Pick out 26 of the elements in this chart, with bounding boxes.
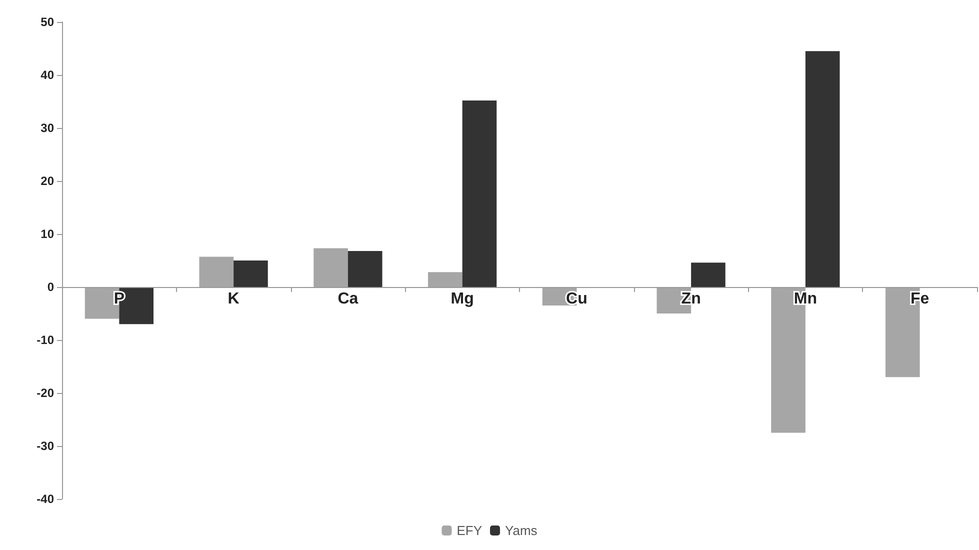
bar — [691, 262, 726, 287]
y-tick-label: -40 — [36, 492, 54, 506]
legend-label: Yams — [505, 523, 538, 538]
bar — [348, 250, 382, 287]
x-tick-label: Ca — [338, 290, 358, 308]
legend-label: EFY — [456, 523, 482, 538]
y-tick-label: 20 — [40, 174, 54, 188]
bar — [428, 272, 462, 287]
y-tick-label: 40 — [40, 68, 54, 82]
bar — [234, 260, 268, 287]
x-tick-label: Mg — [450, 290, 474, 308]
y-tick-label: 50 — [40, 15, 54, 29]
bar — [314, 248, 348, 287]
bar — [462, 100, 497, 287]
x-tick-label: K — [228, 290, 240, 308]
bar — [199, 256, 234, 287]
x-tick-label: Cu — [566, 290, 588, 308]
y-tick-label: 10 — [40, 227, 54, 241]
bar — [805, 51, 840, 287]
x-tick-label: Fe — [910, 290, 930, 308]
y-tick-label: -10 — [36, 333, 54, 347]
y-tick-label: 0 — [47, 280, 54, 294]
x-tick-label: Mn — [794, 290, 817, 308]
y-tick-label: -20 — [36, 386, 54, 400]
y-tick-label: 30 — [40, 121, 54, 135]
y-tick-label: -30 — [36, 439, 54, 453]
